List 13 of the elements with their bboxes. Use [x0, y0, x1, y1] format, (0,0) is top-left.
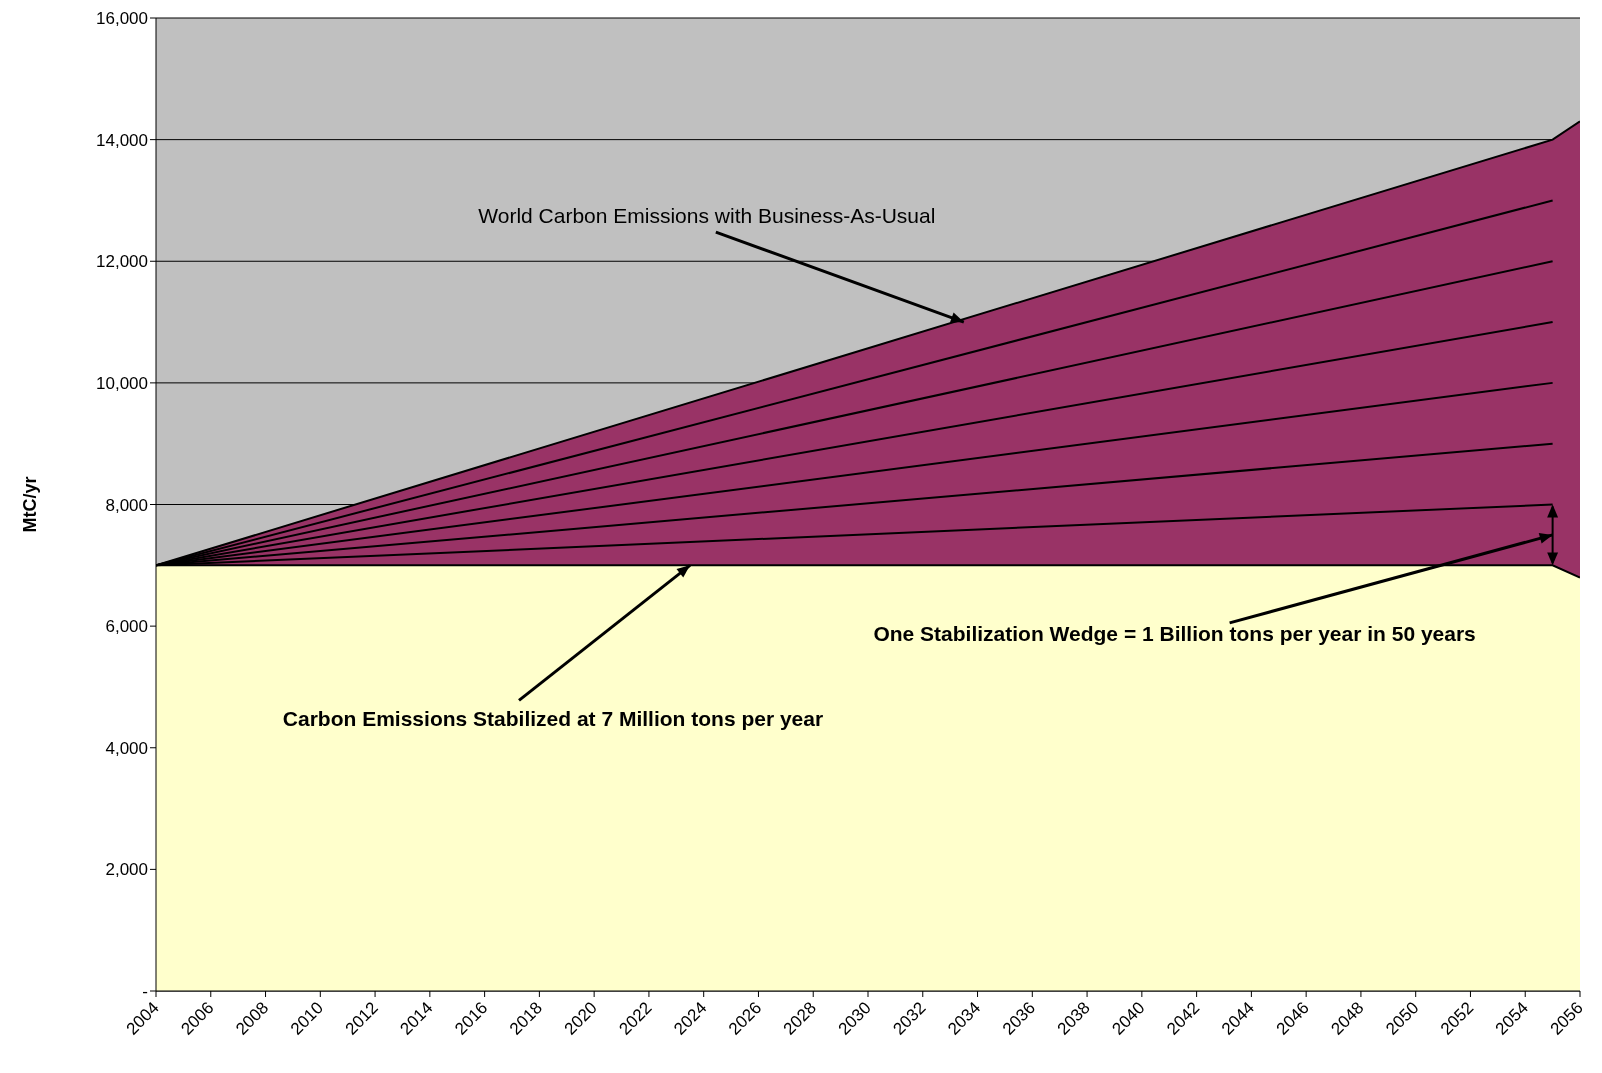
y-tick-label: 12,000 — [96, 252, 148, 272]
y-tick-label: 10,000 — [96, 373, 148, 393]
y-tick-label: 14,000 — [96, 130, 148, 150]
annotation: Carbon Emissions Stabilized at 7 Million tons per year — [282, 706, 824, 730]
y-tick-label: - — [142, 982, 148, 1002]
annotation: World Carbon Emissions with Business-As-Usual — [478, 203, 936, 227]
y-axis-title: MtC/yr — [20, 476, 41, 533]
y-tick-label: 4,000 — [105, 738, 148, 758]
y-tick-label: 8,000 — [105, 495, 148, 515]
y-tick-label: 6,000 — [105, 617, 148, 637]
y-tick-label: 16,000 — [96, 9, 148, 29]
annotation: One Stabilization Wedge = 1 Billion tons per year in 50 years — [873, 622, 1476, 646]
y-tick-label: 2,000 — [105, 860, 148, 880]
